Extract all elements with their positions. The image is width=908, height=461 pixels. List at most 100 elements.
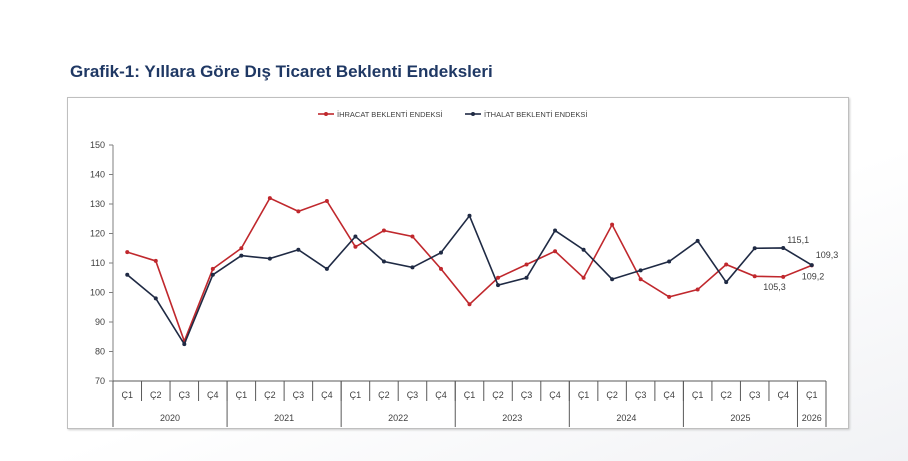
data-point: [496, 283, 501, 288]
data-point: [553, 228, 558, 233]
data-point: [153, 296, 158, 301]
x-tick-label: Ç4: [321, 390, 333, 400]
x-tick-label: Ç3: [179, 390, 191, 400]
x-tick-label: Ç2: [264, 390, 276, 400]
data-point: [381, 228, 386, 233]
data-label: 115,1: [787, 235, 809, 245]
x-year-label: 2026: [802, 413, 822, 423]
x-tick-label: Ç1: [578, 390, 590, 400]
y-tick-label: 140: [90, 170, 105, 180]
data-point: [496, 275, 501, 280]
x-year-label: 2024: [616, 413, 636, 423]
data-point: [267, 196, 272, 201]
series-line-ihracat: [127, 197, 813, 344]
data-point: [695, 287, 700, 292]
y-tick-label: 70: [95, 376, 105, 386]
legend-label-ithalat: İTHALAT BEKLENTİ ENDEKSİ: [484, 110, 588, 119]
data-point: [467, 213, 472, 218]
x-tick-label: Ç3: [635, 390, 647, 400]
data-point: [353, 234, 358, 239]
x-tick-label: Ç3: [293, 390, 305, 400]
data-point: [752, 274, 757, 279]
x-tick-label: Ç3: [521, 390, 533, 400]
data-point: [752, 246, 757, 251]
data-point: [267, 256, 272, 261]
data-point: [581, 275, 586, 280]
x-tick-label: Ç4: [549, 390, 561, 400]
x-tick-label: Ç4: [663, 390, 675, 400]
y-tick-label: 100: [90, 288, 105, 298]
data-point: [610, 222, 615, 227]
data-point: [410, 234, 415, 239]
chart-title: Grafik-1: Yıllara Göre Dış Ticaret Bekle…: [70, 62, 493, 81]
legend-label-ihracat: İHRACAT BEKLENTİ ENDEKSİ: [337, 110, 443, 119]
x-tick-label: Ç4: [207, 390, 219, 400]
x-tick-label: Ç1: [692, 390, 704, 400]
data-point: [809, 263, 814, 268]
x-tick-label: Ç3: [407, 390, 419, 400]
data-point: [524, 275, 529, 280]
x-tick-label: Ç3: [749, 390, 761, 400]
x-year-label: 2025: [730, 413, 750, 423]
data-point: [724, 262, 729, 267]
data-point: [467, 302, 472, 307]
data-point: [781, 245, 786, 250]
data-point: [296, 209, 301, 214]
data-point: [667, 259, 672, 264]
data-point: [210, 266, 215, 271]
data-point: [296, 247, 301, 252]
data-point: [381, 259, 386, 264]
data-label: 109,2: [802, 271, 825, 281]
x-year-label: 2021: [274, 413, 294, 423]
x-tick-label: Ç1: [236, 390, 248, 400]
data-point: [182, 342, 187, 347]
y-tick-label: 110: [91, 258, 105, 268]
data-point: [781, 274, 786, 279]
data-point: [239, 246, 244, 251]
data-point: [210, 272, 215, 277]
data-point: [353, 244, 358, 249]
data-point: [239, 253, 244, 258]
x-tick-label: Ç1: [806, 390, 818, 400]
x-year-label: 2020: [160, 413, 180, 423]
x-tick-label: Ç2: [720, 390, 732, 400]
data-point: [324, 266, 329, 271]
x-tick-label: Ç1: [464, 390, 476, 400]
x-tick-label: Ç2: [606, 390, 618, 400]
x-tick-label: Ç2: [150, 390, 162, 400]
x-year-label: 2023: [502, 413, 522, 423]
data-point: [581, 247, 586, 252]
chart-frame: [67, 97, 849, 429]
data-point: [695, 238, 700, 243]
data-point: [438, 250, 443, 255]
data-point: [410, 265, 415, 270]
x-tick-label: Ç2: [378, 390, 390, 400]
x-tick-label: Ç2: [492, 390, 504, 400]
data-point: [610, 277, 615, 282]
data-point: [638, 277, 643, 282]
data-point: [553, 249, 558, 254]
data-point: [638, 268, 643, 273]
data-point: [724, 280, 729, 285]
x-year-label: 2022: [388, 413, 408, 423]
data-point: [667, 294, 672, 299]
y-tick-label: 80: [95, 347, 105, 357]
data-point: [438, 266, 443, 271]
y-tick-label: 90: [95, 317, 105, 327]
data-point: [153, 258, 158, 263]
y-tick-label: 130: [90, 199, 105, 209]
data-label: 109,3: [816, 250, 839, 260]
y-tick-label: 150: [90, 140, 105, 150]
data-point: [524, 262, 529, 267]
data-label: 105,3: [763, 282, 786, 292]
legend-marker: [324, 112, 328, 116]
x-tick-label: Ç4: [435, 390, 447, 400]
x-tick-label: Ç4: [777, 390, 789, 400]
x-tick-label: Ç1: [350, 390, 362, 400]
data-point: [125, 272, 130, 277]
legend-marker: [471, 112, 475, 116]
x-tick-label: Ç1: [122, 390, 134, 400]
y-tick-label: 120: [90, 229, 105, 239]
data-point: [324, 199, 329, 204]
